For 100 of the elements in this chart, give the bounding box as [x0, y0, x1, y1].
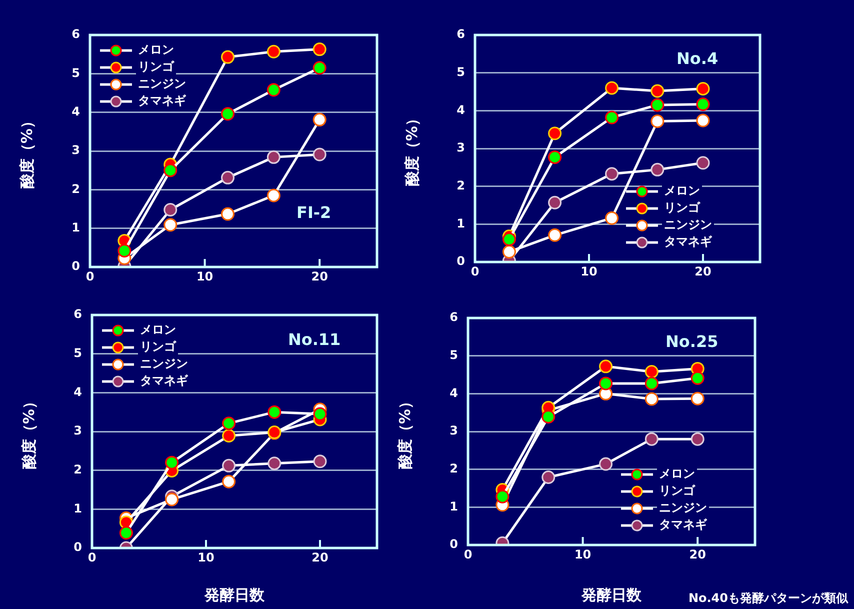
- y-tick-label: 6: [450, 310, 458, 324]
- point: [690, 392, 704, 406]
- point: [313, 407, 327, 421]
- point: [118, 244, 132, 258]
- legend-label: メロン: [664, 184, 700, 198]
- y-tick-label: 3: [74, 424, 82, 438]
- point: [312, 148, 326, 162]
- point: [548, 126, 562, 140]
- point: [605, 211, 619, 225]
- point: [502, 232, 516, 246]
- legend-label: タマネギ: [140, 374, 189, 388]
- point: [221, 50, 235, 64]
- y-axis-title: 酸度（%）: [20, 394, 38, 470]
- point: [164, 203, 178, 217]
- text: No.40も発酵パターンが類似: [688, 591, 849, 606]
- legend-label: リンゴ: [140, 340, 177, 354]
- point: [696, 82, 710, 96]
- x-tick-label: 10: [574, 547, 592, 562]
- x-tick-label: 0: [88, 550, 96, 564]
- y-tick-label: 6: [74, 307, 82, 322]
- y-tick-label: 3: [456, 140, 465, 155]
- point: [542, 410, 556, 424]
- x-tick-label: 10: [580, 264, 598, 278]
- legend-label: ニンジン: [138, 76, 186, 91]
- point: [548, 196, 562, 210]
- y-tick-label: 2: [456, 178, 465, 192]
- x-tick-label: 20: [694, 264, 712, 278]
- y-tick-label: 6: [72, 27, 80, 42]
- point: [313, 454, 327, 468]
- legend-label: メロン: [659, 466, 695, 481]
- point: [312, 42, 326, 56]
- point: [165, 492, 179, 506]
- x-tick-label: 20: [311, 269, 328, 284]
- point: [266, 150, 280, 164]
- point: [222, 458, 236, 472]
- y-tick-label: 2: [450, 461, 458, 476]
- y-tick-label: 3: [72, 143, 80, 158]
- y-axis-title: 酸度（%）: [18, 113, 36, 189]
- point: [268, 456, 282, 470]
- y-tick-label: 4: [72, 104, 80, 118]
- y-tick-label: 0: [456, 254, 465, 268]
- y-tick-label: 6: [456, 27, 465, 42]
- y-tick-label: 2: [74, 462, 82, 476]
- legend-label: ニンジン: [659, 500, 707, 515]
- x-tick-label: 0: [470, 264, 480, 278]
- point: [542, 470, 556, 484]
- point: [221, 107, 235, 121]
- point: [605, 167, 619, 181]
- y-tick-label: 4: [74, 384, 82, 399]
- point: [266, 44, 280, 58]
- point: [164, 164, 178, 178]
- point: [644, 392, 658, 406]
- y-axis-title: 酸度（%）: [396, 394, 414, 470]
- point: [222, 416, 236, 430]
- x-tick-label: 20: [689, 547, 706, 562]
- legend-label: リンゴ: [659, 484, 696, 498]
- text: FI-2: [296, 202, 332, 222]
- point: [221, 207, 235, 221]
- point: [496, 490, 510, 504]
- point: [650, 114, 664, 128]
- y-tick-label: 4: [456, 102, 465, 117]
- y-tick-label: 5: [456, 64, 465, 79]
- point: [164, 218, 178, 232]
- x-axis-title: 発酵日数: [580, 586, 642, 604]
- point: [548, 150, 562, 164]
- y-tick-label: 5: [450, 348, 458, 362]
- y-tick-label: 1: [72, 220, 80, 234]
- y-tick-label: 5: [74, 346, 82, 360]
- point: [599, 376, 613, 390]
- legend-label: リンゴ: [138, 60, 175, 74]
- point: [119, 526, 133, 540]
- point: [605, 81, 619, 95]
- x-axis-title: 発酵日数: [204, 586, 266, 604]
- point: [266, 83, 280, 97]
- point: [266, 188, 280, 202]
- legend-label: ニンジン: [664, 218, 712, 232]
- point: [221, 170, 235, 184]
- point: [650, 84, 664, 98]
- point: [644, 376, 658, 390]
- point: [268, 405, 282, 419]
- y-tick-label: 1: [456, 216, 465, 230]
- legend-label: タマネギ: [659, 518, 708, 532]
- point: [312, 112, 326, 126]
- y-axis-title: 酸度（%）: [402, 110, 421, 186]
- x-tick-label: 10: [198, 550, 214, 564]
- point: [696, 114, 710, 128]
- legend-label: タマネギ: [138, 94, 187, 108]
- point: [605, 110, 619, 124]
- point: [644, 364, 658, 378]
- point: [165, 456, 179, 470]
- point: [690, 371, 704, 385]
- point: [222, 429, 236, 443]
- point: [548, 228, 562, 242]
- point: [222, 474, 236, 488]
- text: No.25: [665, 332, 718, 352]
- text: No.11: [288, 330, 341, 349]
- point: [690, 432, 704, 446]
- x-tick-label: 10: [196, 269, 214, 284]
- point: [696, 156, 710, 170]
- point: [696, 97, 710, 111]
